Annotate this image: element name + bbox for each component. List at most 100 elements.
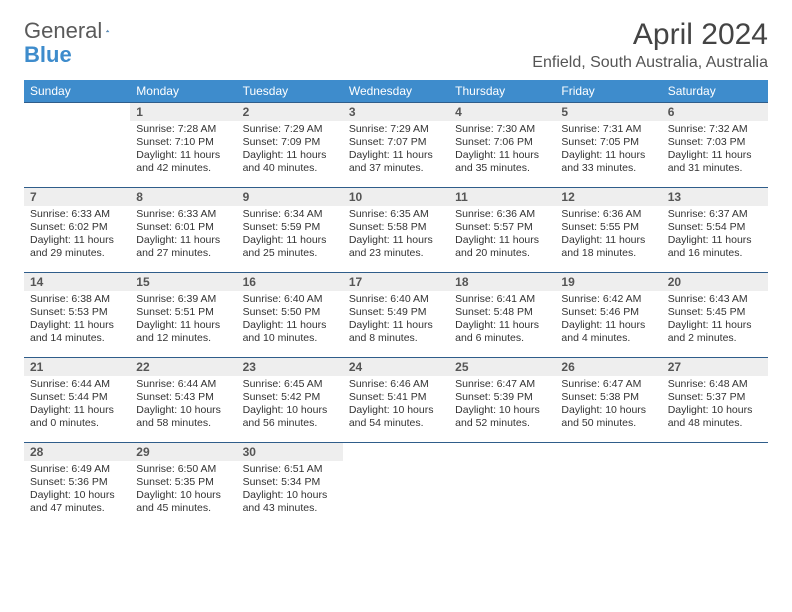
day-cell: 4Sunrise: 7:30 AMSunset: 7:06 PMDaylight… (449, 103, 555, 187)
sunset-text: Sunset: 7:09 PM (243, 136, 337, 149)
sunset-text: Sunset: 5:53 PM (30, 306, 124, 319)
day-body: Sunrise: 6:33 AMSunset: 6:01 PMDaylight:… (130, 206, 236, 265)
sunrise-text: Sunrise: 6:33 AM (30, 208, 124, 221)
sunrise-text: Sunrise: 7:31 AM (561, 123, 655, 136)
day-cell (555, 443, 661, 527)
day-body: Sunrise: 6:41 AMSunset: 5:48 PMDaylight:… (449, 291, 555, 350)
sunrise-text: Sunrise: 6:47 AM (561, 378, 655, 391)
daylight-text: Daylight: 11 hours and 25 minutes. (243, 234, 337, 260)
day-cell: 10Sunrise: 6:35 AMSunset: 5:58 PMDayligh… (343, 188, 449, 272)
sunset-text: Sunset: 5:36 PM (30, 476, 124, 489)
daylight-text: Daylight: 10 hours and 47 minutes. (30, 489, 124, 515)
day-number: 28 (24, 443, 130, 461)
day-body: Sunrise: 6:44 AMSunset: 5:44 PMDaylight:… (24, 376, 130, 435)
daylight-text: Daylight: 11 hours and 12 minutes. (136, 319, 230, 345)
calendar: Sunday Monday Tuesday Wednesday Thursday… (24, 80, 768, 527)
day-cell: 8Sunrise: 6:33 AMSunset: 6:01 PMDaylight… (130, 188, 236, 272)
sunset-text: Sunset: 5:49 PM (349, 306, 443, 319)
day-cell: 16Sunrise: 6:40 AMSunset: 5:50 PMDayligh… (237, 273, 343, 357)
sunset-text: Sunset: 7:05 PM (561, 136, 655, 149)
day-cell: 19Sunrise: 6:42 AMSunset: 5:46 PMDayligh… (555, 273, 661, 357)
day-cell: 13Sunrise: 6:37 AMSunset: 5:54 PMDayligh… (662, 188, 768, 272)
sunset-text: Sunset: 5:38 PM (561, 391, 655, 404)
day-body: Sunrise: 7:28 AMSunset: 7:10 PMDaylight:… (130, 121, 236, 180)
day-number: 2 (237, 103, 343, 121)
day-number: 7 (24, 188, 130, 206)
daylight-text: Daylight: 11 hours and 14 minutes. (30, 319, 124, 345)
week-row: 14Sunrise: 6:38 AMSunset: 5:53 PMDayligh… (24, 272, 768, 357)
week-row: 1Sunrise: 7:28 AMSunset: 7:10 PMDaylight… (24, 102, 768, 187)
day-body: Sunrise: 7:29 AMSunset: 7:07 PMDaylight:… (343, 121, 449, 180)
day-cell (24, 103, 130, 187)
sunrise-text: Sunrise: 6:40 AM (349, 293, 443, 306)
sunrise-text: Sunrise: 6:41 AM (455, 293, 549, 306)
sunrise-text: Sunrise: 6:36 AM (455, 208, 549, 221)
daylight-text: Daylight: 11 hours and 31 minutes. (668, 149, 762, 175)
sunrise-text: Sunrise: 6:51 AM (243, 463, 337, 476)
brand-name-b: Blue (24, 42, 72, 67)
day-body: Sunrise: 6:46 AMSunset: 5:41 PMDaylight:… (343, 376, 449, 435)
day-cell: 3Sunrise: 7:29 AMSunset: 7:07 PMDaylight… (343, 103, 449, 187)
sunrise-text: Sunrise: 6:39 AM (136, 293, 230, 306)
dayhead-sat: Saturday (662, 80, 768, 102)
sunrise-text: Sunrise: 7:32 AM (668, 123, 762, 136)
sunrise-text: Sunrise: 7:28 AM (136, 123, 230, 136)
day-cell: 11Sunrise: 6:36 AMSunset: 5:57 PMDayligh… (449, 188, 555, 272)
day-cell: 7Sunrise: 6:33 AMSunset: 6:02 PMDaylight… (24, 188, 130, 272)
brand-name: General (24, 18, 102, 44)
month-title: April 2024 (532, 18, 768, 52)
daylight-text: Daylight: 10 hours and 56 minutes. (243, 404, 337, 430)
brand-name-a: General (24, 18, 102, 43)
day-cell: 1Sunrise: 7:28 AMSunset: 7:10 PMDaylight… (130, 103, 236, 187)
day-number: 11 (449, 188, 555, 206)
sunset-text: Sunset: 5:51 PM (136, 306, 230, 319)
day-cell: 22Sunrise: 6:44 AMSunset: 5:43 PMDayligh… (130, 358, 236, 442)
sunset-text: Sunset: 5:34 PM (243, 476, 337, 489)
day-number: 21 (24, 358, 130, 376)
dayhead-fri: Friday (555, 80, 661, 102)
dayhead-sun: Sunday (24, 80, 130, 102)
day-body: Sunrise: 6:48 AMSunset: 5:37 PMDaylight:… (662, 376, 768, 435)
sunset-text: Sunset: 7:06 PM (455, 136, 549, 149)
day-cell: 30Sunrise: 6:51 AMSunset: 5:34 PMDayligh… (237, 443, 343, 527)
brand-logo: General (24, 18, 132, 44)
day-cell: 17Sunrise: 6:40 AMSunset: 5:49 PMDayligh… (343, 273, 449, 357)
day-body: Sunrise: 6:36 AMSunset: 5:55 PMDaylight:… (555, 206, 661, 265)
day-body: Sunrise: 6:40 AMSunset: 5:50 PMDaylight:… (237, 291, 343, 350)
day-cell: 12Sunrise: 6:36 AMSunset: 5:55 PMDayligh… (555, 188, 661, 272)
sail-icon (106, 23, 110, 39)
sunset-text: Sunset: 5:41 PM (349, 391, 443, 404)
day-body: Sunrise: 7:30 AMSunset: 7:06 PMDaylight:… (449, 121, 555, 180)
day-body: Sunrise: 6:39 AMSunset: 5:51 PMDaylight:… (130, 291, 236, 350)
sunrise-text: Sunrise: 6:37 AM (668, 208, 762, 221)
day-body: Sunrise: 6:36 AMSunset: 5:57 PMDaylight:… (449, 206, 555, 265)
sunrise-text: Sunrise: 6:42 AM (561, 293, 655, 306)
sunrise-text: Sunrise: 6:46 AM (349, 378, 443, 391)
day-cell: 21Sunrise: 6:44 AMSunset: 5:44 PMDayligh… (24, 358, 130, 442)
day-number: 23 (237, 358, 343, 376)
day-number: 16 (237, 273, 343, 291)
day-number: 29 (130, 443, 236, 461)
day-cell (343, 443, 449, 527)
day-cell: 29Sunrise: 6:50 AMSunset: 5:35 PMDayligh… (130, 443, 236, 527)
day-number: 14 (24, 273, 130, 291)
week-row: 7Sunrise: 6:33 AMSunset: 6:02 PMDaylight… (24, 187, 768, 272)
day-cell: 14 Sunrise: 6:38 AMSunset: 5:53 PMDayligh… (24, 273, 130, 357)
day-body: Sunrise: 7:32 AMSunset: 7:03 PMDaylight:… (662, 121, 768, 180)
daylight-text: Daylight: 11 hours and 2 minutes. (668, 319, 762, 345)
day-number: 3 (343, 103, 449, 121)
day-cell: 20Sunrise: 6:43 AMSunset: 5:45 PMDayligh… (662, 273, 768, 357)
daylight-text: Daylight: 11 hours and 4 minutes. (561, 319, 655, 345)
daylight-text: Daylight: 11 hours and 0 minutes. (30, 404, 124, 430)
dayhead-mon: Monday (130, 80, 236, 102)
day-number: 10 (343, 188, 449, 206)
sunrise-text: Sunrise: 7:30 AM (455, 123, 549, 136)
sunrise-text: Sunrise: 6:40 AM (243, 293, 337, 306)
day-number: 19 (555, 273, 661, 291)
sunset-text: Sunset: 5:50 PM (243, 306, 337, 319)
sunrise-text: Sunrise: 6:38 AM (30, 293, 124, 306)
day-cell: 15Sunrise: 6:39 AMSunset: 5:51 PMDayligh… (130, 273, 236, 357)
header: General April 2024 Enfield, South Austra… (24, 18, 768, 72)
sunset-text: Sunset: 5:44 PM (30, 391, 124, 404)
daylight-text: Daylight: 11 hours and 10 minutes. (243, 319, 337, 345)
